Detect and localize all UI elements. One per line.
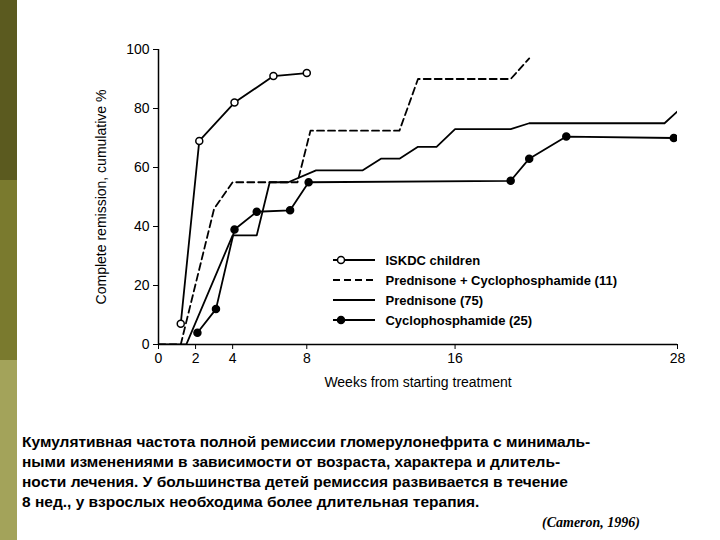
svg-text:80: 80 bbox=[134, 100, 150, 116]
html-text:Cyclophosphamide (25): Cyclophosphamide (25) bbox=[385, 312, 533, 328]
html-text:Prednisone (75): Prednisone (75) bbox=[385, 292, 483, 308]
html-text:ными изменениями в зависимости: ными изменениями в зависимости от возрас… bbox=[22, 453, 561, 470]
svg-text:Weeks from starting treatment: Weeks from starting treatment bbox=[324, 374, 511, 390]
html-text:ности лечения. У большинства д: ности лечения. У большинства детей ремис… bbox=[22, 473, 568, 490]
html-text:Prednisone + Cyclophosphamide: Prednisone + Cyclophosphamide (11) bbox=[385, 272, 617, 288]
html-text:8 нед., у взрослых необходима: 8 нед., у взрослых необходима более длит… bbox=[22, 493, 480, 510]
svg-text:28: 28 bbox=[670, 350, 686, 366]
html-text:(Cameron, 1996): (Cameron, 1996) bbox=[542, 515, 640, 530]
svg-text:16: 16 bbox=[447, 350, 463, 366]
svg-text:4: 4 bbox=[229, 350, 237, 366]
svg-text:2: 2 bbox=[192, 350, 200, 366]
svg-text:60: 60 bbox=[134, 159, 150, 175]
svg-text:0: 0 bbox=[142, 336, 150, 352]
svg-text:Complete remission, cumulative: Complete remission, cumulative % bbox=[93, 90, 109, 305]
svg-text:40: 40 bbox=[134, 218, 150, 234]
svg-text:8: 8 bbox=[303, 350, 311, 366]
svg-text:0: 0 bbox=[155, 350, 163, 366]
svg-text:100: 100 bbox=[126, 41, 150, 57]
html-text:Кумулятивная частота полной ре: Кумулятивная частота полной ремиссии гло… bbox=[22, 433, 591, 450]
svg-text:20: 20 bbox=[134, 277, 150, 293]
html-text:ISKDC children: ISKDC children bbox=[385, 252, 481, 268]
